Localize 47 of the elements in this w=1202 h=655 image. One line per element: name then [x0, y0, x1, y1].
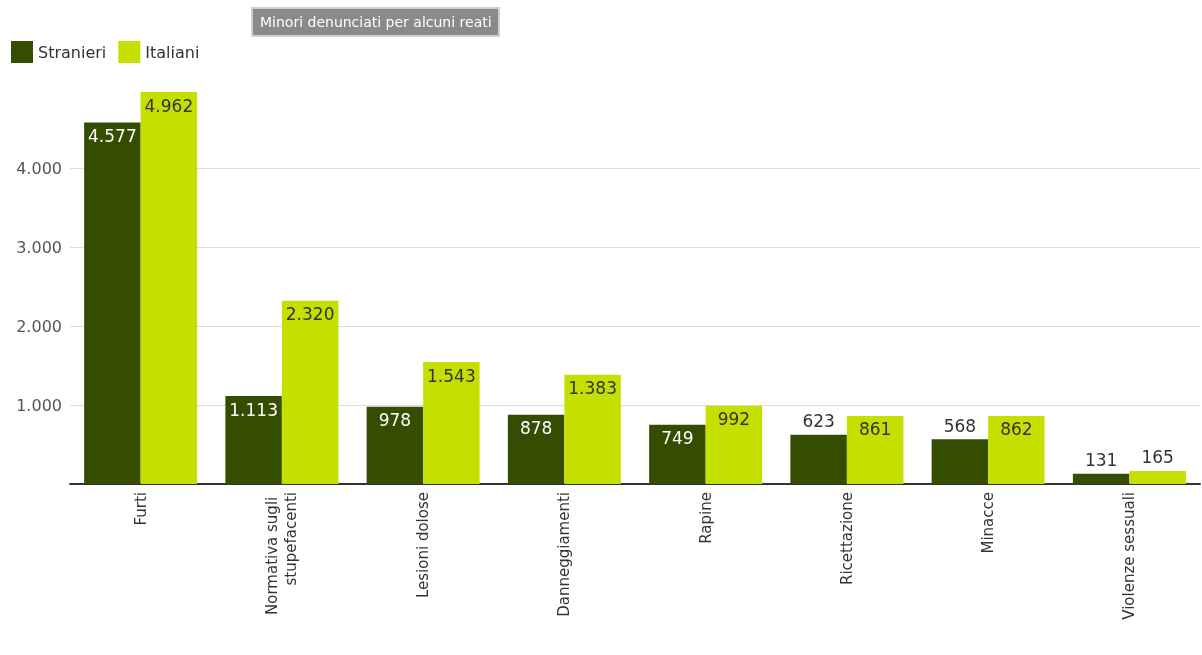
- data-label: 878: [519, 418, 553, 439]
- bar: [988, 415, 1045, 484]
- data-label: 623: [802, 411, 835, 432]
- y-tick-label: 1.000: [16, 395, 62, 415]
- bar: [1072, 473, 1130, 484]
- bar: [140, 92, 198, 484]
- bar: [281, 300, 339, 484]
- x-tick-label: Minacce: [979, 492, 998, 554]
- y-tick-label: 4.000: [16, 158, 62, 178]
- data-label: 992: [717, 409, 751, 430]
- data-label: 1.113: [229, 399, 278, 420]
- data-label: 165: [1141, 447, 1174, 468]
- chart-title: Minori denunciati per alcuni reati: [260, 14, 492, 30]
- bar: [705, 405, 763, 484]
- y-tick-label: 3.000: [16, 237, 62, 257]
- x-tick-label: Furti: [131, 492, 150, 526]
- bar: [790, 434, 847, 484]
- bar: [423, 362, 480, 484]
- bar: [931, 439, 989, 484]
- legend-label: Italiani: [145, 42, 200, 62]
- x-tick-label: Normativa sugli stupefacenti: [263, 492, 301, 615]
- bar: [564, 374, 621, 484]
- data-label: 2.320: [285, 304, 335, 325]
- data-label: 861: [858, 419, 892, 440]
- x-tick-label: Ricettazione: [837, 492, 856, 585]
- data-label: 862: [1000, 419, 1033, 440]
- bar: [1129, 470, 1186, 484]
- data-label: 978: [378, 410, 412, 431]
- data-label: 131: [1084, 450, 1118, 471]
- bar: [649, 424, 706, 484]
- data-label: 4.962: [144, 95, 194, 116]
- y-tick-label: 2.000: [16, 316, 62, 336]
- bar: [84, 122, 141, 484]
- data-label: 749: [661, 428, 694, 449]
- data-label: 1.383: [568, 378, 617, 399]
- x-tick-label: Violenze sessuali: [1120, 492, 1139, 620]
- legend-label: Stranieri: [38, 42, 107, 62]
- x-tick-label: Rapine: [696, 492, 715, 544]
- bar: [225, 396, 282, 484]
- x-tick-label: Danneggiamenti: [555, 492, 574, 617]
- data-label: 1.543: [427, 365, 476, 386]
- x-tick-label: Lesioni dolose: [414, 492, 433, 599]
- data-label: 568: [943, 415, 977, 436]
- data-label: 4.577: [88, 125, 137, 146]
- bar: [366, 406, 424, 484]
- bar: [846, 415, 904, 484]
- bar: [507, 414, 565, 484]
